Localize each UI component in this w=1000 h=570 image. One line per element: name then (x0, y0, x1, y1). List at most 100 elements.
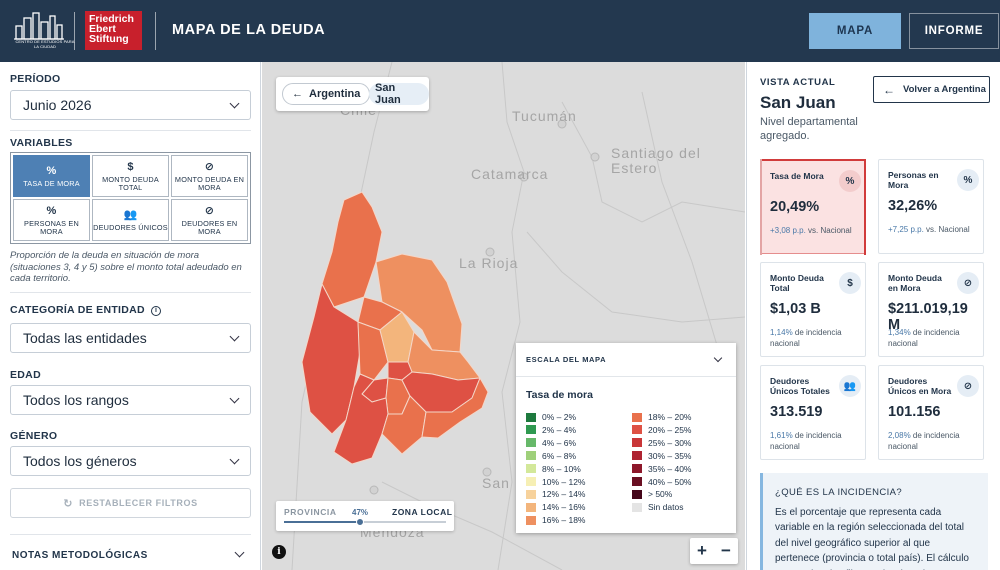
card-value: 313.519 (770, 404, 823, 420)
card-deudores-unicos-totales[interactable]: Deudores Únicos Totales 👥 313.519 1,61% … (760, 365, 866, 460)
variable-label: DEUDORES ÚNICOS (93, 222, 168, 232)
refresh-icon: ↻ (63, 497, 74, 510)
slider-right-label: ZONA LOCAL (392, 507, 453, 517)
legend-swatch (526, 489, 536, 499)
legend-header[interactable]: ESCALA DEL MAPA (526, 355, 607, 364)
card-note-text: de incidencia nacional (888, 328, 960, 348)
card-title: Tasa de Mora (770, 171, 824, 181)
categoria-label: CATEGORÍA DE ENTIDAD i (10, 304, 162, 316)
variable-tasa-de-mora-button[interactable]: % TASA DE MORA (13, 155, 90, 197)
card-note-highlight: 1,14% (770, 328, 793, 337)
divider (10, 292, 251, 293)
legend-item: 10% – 12% (526, 477, 585, 487)
top-header: CENTRO DE ESTUDIOS PARA LA CIUDAD Friedr… (0, 0, 1000, 62)
legend-swatch (632, 464, 642, 474)
variable-monto-deuda-total-button[interactable]: $ MONTO DEUDA TOTAL (92, 155, 169, 197)
card-title: Deudores Únicos en Mora (888, 376, 952, 396)
money-icon: $ (127, 160, 134, 173)
card-personas-en-mora[interactable]: Personas en Mora % 32,26% +7,25 p.p. vs.… (878, 159, 984, 254)
variable-deudores-unicos-button[interactable]: 👥 DEUDORES ÚNICOS (92, 199, 169, 241)
card-value: 20,49% (770, 199, 820, 215)
zoom-in-button[interactable]: + (697, 541, 707, 560)
zoom-out-button[interactable]: − (721, 541, 731, 560)
percent-icon: % (839, 170, 861, 192)
legend-swatch (526, 477, 536, 486)
department-jachal (321, 191, 383, 308)
legend-label: 2% – 4% (542, 424, 577, 435)
variable-label: TASA DE MORA (23, 178, 80, 188)
legend-label: 20% – 25% (648, 424, 692, 435)
nav-informe-button[interactable]: INFORME (909, 13, 999, 49)
chevron-down-icon (229, 454, 240, 464)
periodo-label: PERÍODO (10, 73, 61, 85)
card-deudores-unicos-en-mora[interactable]: Deudores Únicos en Mora ⊘ 101.156 2,08% … (878, 365, 984, 460)
breadcrumb-current: San Juan (369, 82, 429, 106)
breadcrumb-back-argentina[interactable]: ← Argentina (282, 83, 371, 105)
variable-personas-en-mora-button[interactable]: % PERSONAS EN MORA (13, 199, 90, 241)
map-label-san: San (482, 475, 510, 491)
card-note-text: de incidencia nacional (770, 431, 842, 451)
legend-label: 12% – 14% (542, 489, 586, 500)
card-note: 1,61% de incidencia nacional (770, 431, 862, 452)
variables-label: VARIABLES (10, 137, 73, 149)
slider-handle[interactable] (356, 518, 365, 526)
map-label-santiago: Santiago del Estero (611, 145, 701, 176)
department-calingasta (333, 373, 389, 465)
chevron-down-icon[interactable] (234, 547, 245, 558)
genero-value: Todos los géneros (23, 453, 137, 469)
legend-item: 40% – 50% (632, 477, 691, 487)
variable-monto-deuda-mora-button[interactable]: ⊘ MONTO DEUDA EN MORA (171, 155, 248, 197)
map-view[interactable]: Chile Tucumán Santiago del Estero Catama… (262, 62, 745, 570)
percent-icon: % (46, 204, 57, 217)
volver-argentina-button[interactable]: ← Volver a Argentina (873, 76, 990, 103)
slider-track[interactable] (284, 521, 446, 523)
card-note-text: vs. Nacional (923, 225, 970, 234)
divider (516, 376, 736, 377)
chevron-down-icon[interactable] (713, 353, 723, 363)
info-icon[interactable]: i (272, 545, 286, 559)
card-note-highlight: 1,61% (770, 431, 793, 440)
san-juan-choropleth (301, 191, 489, 465)
card-note: +3,08 p.p. vs. Nacional (770, 226, 862, 237)
legend-item: 8% – 10% (526, 464, 581, 474)
slider-percent: 47% (352, 508, 369, 517)
card-monto-deuda-total[interactable]: Monto Deuda Total $ $1,03 B 1,14% de inc… (760, 262, 866, 357)
slider-left-label: PROVINCIA (284, 507, 337, 517)
department-9-de-julio (421, 377, 489, 439)
variable-deudores-en-mora-button[interactable]: ⊘ DEUDORES EN MORA (171, 199, 248, 241)
legend-label: 4% – 6% (542, 437, 577, 448)
legend-label: 10% – 12% (542, 476, 586, 487)
legend-swatch (632, 489, 642, 499)
reset-filters-button[interactable]: ↻ RESTABLECER FILTROS (10, 488, 251, 518)
legend-label: 14% – 16% (542, 502, 586, 513)
periodo-select[interactable]: Junio 2026 (10, 90, 251, 120)
legend-item: 12% – 14% (526, 489, 585, 499)
genero-select[interactable]: Todos los géneros (10, 446, 251, 476)
legend-label: Sin datos (648, 502, 684, 513)
incidencia-title: ¿QUÉ ES LA INCIDENCIA? (775, 487, 903, 498)
department-ullum (357, 321, 389, 381)
edad-select[interactable]: Todos los rangos (10, 385, 251, 415)
info-circle-icon[interactable]: i (151, 306, 162, 316)
fes-logo: Friedrich Ebert Stiftung (85, 11, 142, 50)
card-note: 1,14% de incidencia nacional (770, 328, 862, 349)
legend-title: Tasa de mora (526, 389, 593, 401)
categoria-select[interactable]: Todas las entidades (10, 323, 251, 353)
variables-grid: % TASA DE MORA $ MONTO DEUDA TOTAL ⊘ MON… (10, 152, 251, 244)
map-label-catamarca: Catamarca (471, 166, 549, 182)
chevron-down-icon (229, 98, 240, 108)
variable-description: Proporción de la deuda en situación de m… (10, 250, 242, 284)
card-value: 32,26% (888, 198, 938, 214)
notas-metodologicas-toggle[interactable]: NOTAS METODOLÓGICAS (12, 550, 148, 561)
card-tasa-de-mora[interactable]: Tasa de Mora % 20,49% +3,08 p.p. vs. Nac… (760, 159, 866, 255)
legend-item: 30% – 35% (632, 451, 691, 461)
legend-item: 35% – 40% (632, 464, 691, 474)
legend-label: 25% – 30% (648, 437, 692, 448)
level-slider: PROVINCIA 47% ZONA LOCAL (276, 501, 454, 531)
summary-panel: VISTA ACTUAL San Juan Nivel departamenta… (746, 62, 1000, 570)
legend-item: 14% – 16% (526, 502, 585, 512)
edad-value: Todos los rangos (23, 392, 129, 408)
card-monto-deuda-en-mora[interactable]: Monto Deuda en Mora ⊘ $211.019,19 M 1,34… (878, 262, 984, 357)
legend-swatch (632, 477, 642, 486)
nav-mapa-button[interactable]: MAPA (809, 13, 901, 49)
